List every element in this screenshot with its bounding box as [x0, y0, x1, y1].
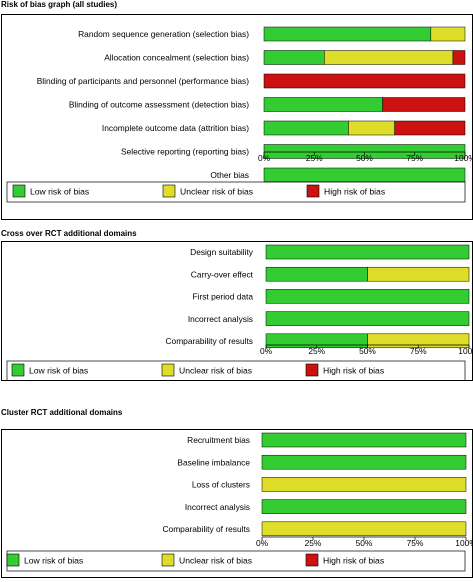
chart-1-panel: Random sequence generation (selection bi… — [1, 14, 473, 220]
category-label: Comparability of results — [162, 524, 250, 534]
bar-segment-high — [394, 120, 466, 136]
bar-segment-unclear — [261, 477, 467, 492]
bar-segment-low — [261, 432, 467, 448]
chart-2-title: Cross over RCT additional domains — [1, 229, 137, 238]
category-label: Comparability of results — [165, 336, 253, 346]
x-tick-label: 0% — [258, 153, 271, 163]
chart-2-panel: Design suitability Carry-over effect First… — [1, 241, 473, 382]
category-label: Other bias — [210, 170, 249, 180]
category-label: Allocation concealment (selection bias) — [104, 53, 249, 63]
bar-segment-low — [265, 289, 470, 304]
x-tick-label: 25% — [306, 153, 323, 163]
category-label: Random sequence generation (selection bi… — [78, 29, 249, 39]
bar-segment-low — [263, 50, 325, 65]
legend-swatch-unclear — [161, 553, 175, 567]
category-label: Blinding of participants and personnel (… — [37, 76, 249, 86]
bar-segment-unclear — [261, 521, 467, 537]
legend-label-unclear: Unclear risk of bias — [179, 556, 252, 566]
x-tick-label: 25% — [305, 538, 322, 548]
chart-2-svg: Design suitability Carry-over effect First… — [6, 244, 473, 382]
bar-segment-high — [382, 97, 466, 112]
x-tick-label: 50% — [356, 153, 373, 163]
category-label: Recruitment bias — [187, 435, 250, 445]
legend-label-high: High risk of bias — [323, 556, 384, 566]
category-label: Incorrect analysis — [188, 314, 253, 324]
category-label: Incomplete outcome data (attrition bias) — [102, 123, 249, 133]
bar-segment-high — [452, 50, 466, 65]
chart-3-panel: Recruitment bias Baseline imbalance Loss o… — [1, 429, 473, 578]
category-label: Blinding of outcome assessment (detectio… — [69, 100, 249, 110]
legend-swatch-high — [305, 363, 319, 377]
category-label: Carry-over effect — [191, 269, 254, 279]
category-label: Baseline imbalance — [177, 457, 250, 467]
legend-swatch-unclear — [162, 184, 176, 198]
bar-segment-low — [265, 311, 470, 326]
chart-3-title: Cluster RCT additional domains — [1, 408, 123, 417]
legend-swatch-low — [6, 553, 20, 567]
x-tick-label: 50% — [356, 538, 373, 548]
x-tick-label: 100% — [458, 346, 472, 356]
legend-swatch-high — [306, 184, 320, 198]
x-tick-label: 50% — [359, 346, 376, 356]
bar-segment-low — [263, 167, 466, 183]
bar-segment-unclear — [324, 50, 454, 65]
bar-segment-unclear — [367, 266, 470, 282]
x-tick-label: 75% — [406, 153, 423, 163]
category-label: Design suitability — [190, 247, 254, 257]
category-label: Selective reporting (reporting bias) — [121, 147, 249, 157]
category-label: First period data — [192, 292, 253, 302]
legend-label-unclear: Unclear risk of bias — [180, 187, 253, 197]
bar-segment-low — [265, 266, 368, 282]
bar-segment-low — [263, 120, 349, 136]
bar-segment-low — [263, 97, 383, 112]
category-label: Loss of clusters — [192, 480, 250, 490]
legend-box — [6, 181, 466, 203]
x-tick-label: 0% — [260, 346, 273, 356]
x-tick-label: 100% — [454, 153, 472, 163]
x-tick-label: 75% — [410, 346, 427, 356]
chart-1-title: Risk of bias graph (all studies) — [1, 0, 118, 9]
bar-segment-unclear — [430, 26, 466, 42]
legend-label-low: Low risk of bias — [29, 366, 88, 376]
chart-1-svg: Random sequence generation (selection bi… — [6, 26, 473, 203]
bar-segment-low — [261, 499, 467, 514]
legend-swatch-low — [12, 184, 26, 198]
legend-label-low: Low risk of bias — [30, 187, 89, 197]
legend-swatch-unclear — [161, 363, 175, 377]
bar-segment-high — [263, 73, 466, 89]
bar-segment-low — [265, 244, 470, 260]
legend-label-unclear: Unclear risk of bias — [179, 366, 252, 376]
x-tick-label: 100% — [455, 538, 472, 548]
legend-label-high: High risk of bias — [324, 187, 385, 197]
legend-swatch-high — [305, 553, 319, 567]
x-tick-label: 75% — [407, 538, 424, 548]
legend-label-high: High risk of bias — [323, 366, 384, 376]
x-tick-label: 25% — [308, 346, 325, 356]
legend-label-low: Low risk of bias — [24, 556, 83, 566]
bar-segment-unclear — [348, 120, 395, 136]
legend-swatch-low — [11, 363, 25, 377]
bar-segment-low — [261, 454, 467, 470]
category-label: Incorrect analysis — [185, 502, 250, 512]
chart-3-svg: Recruitment bias Baseline imbalance Loss o… — [6, 432, 473, 572]
bar-segment-low — [263, 26, 432, 42]
x-tick-label: 0% — [256, 538, 269, 548]
